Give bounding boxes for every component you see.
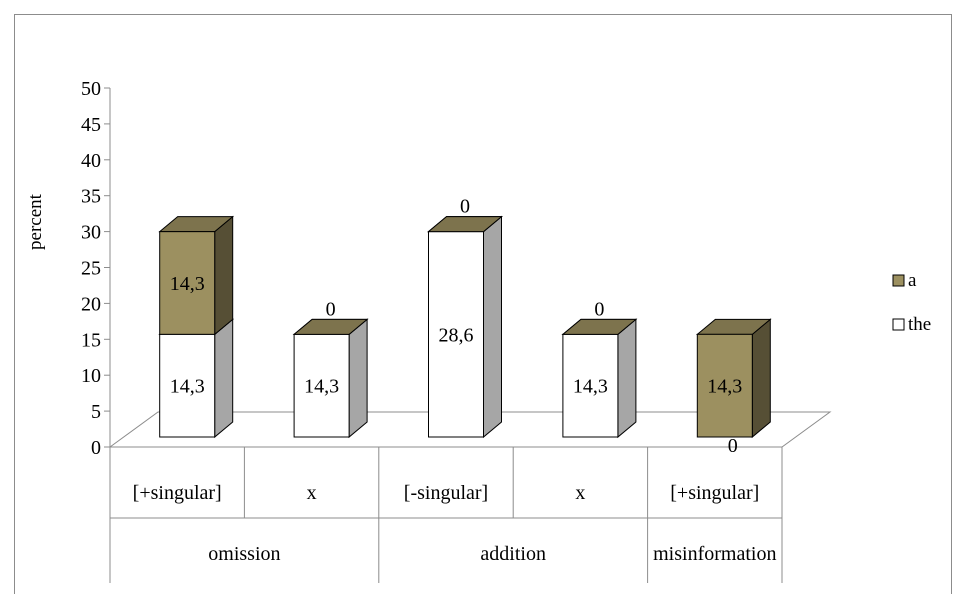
y-tick-label: 40 xyxy=(81,150,101,172)
x-group-label: addition xyxy=(480,543,546,565)
data-label-a: 0 xyxy=(326,298,336,320)
bar-the-front xyxy=(428,231,484,438)
bar-a xyxy=(158,215,235,336)
x-tick-label: [-singular] xyxy=(404,482,488,504)
bar-a xyxy=(695,318,772,439)
bar-a-front xyxy=(696,333,753,438)
axis-layer: 0 5 10 15 20 25 30 35 40 45 50 percent [+singular] x [… xyxy=(25,78,783,583)
y-tick-label: 5 xyxy=(91,401,101,423)
bar-the-side xyxy=(617,318,637,439)
y-tick-label: 25 xyxy=(81,258,101,280)
legend-label-the: the xyxy=(908,314,931,335)
bar-the-front xyxy=(562,333,619,438)
bar-the-front xyxy=(159,333,216,438)
y-tick-label: 20 xyxy=(81,293,101,315)
legend-swatch-the xyxy=(892,318,905,331)
y-tick-label: 0 xyxy=(91,437,101,459)
y-tick-label: 35 xyxy=(81,186,101,208)
floor-layer xyxy=(108,411,832,448)
y-axis-label: percent xyxy=(25,193,46,250)
x-tick-label: [+singular] xyxy=(133,482,222,504)
bar-the-side xyxy=(214,318,234,439)
data-label-a: 14,3 xyxy=(707,376,742,398)
bar-a-side xyxy=(214,215,234,336)
data-label-the: 14,3 xyxy=(304,376,339,398)
bar-the xyxy=(427,215,503,439)
legend-layer: a the xyxy=(892,270,931,335)
legend-swatch-a xyxy=(892,274,905,287)
data-label-the: 14,3 xyxy=(573,376,608,398)
bars-layer xyxy=(158,215,772,439)
data-label-a: 14,3 xyxy=(170,273,205,295)
x-group-label: misinformation xyxy=(653,543,776,565)
y-tick-label: 30 xyxy=(81,222,101,244)
x-tick-label: x xyxy=(307,482,317,504)
bar-a-front xyxy=(159,231,216,335)
data-label-a: 0 xyxy=(460,196,470,218)
data-label-the: 0 xyxy=(728,435,738,457)
y-tick-label: 10 xyxy=(81,365,101,387)
bar-the-side xyxy=(348,318,368,439)
bar-a-side xyxy=(751,318,771,439)
data-label-a: 0 xyxy=(594,298,604,320)
data-label-the: 14,3 xyxy=(170,376,205,398)
bar-the-side xyxy=(483,215,502,439)
x-group-label: omission xyxy=(208,543,280,565)
bar-a-zero-cap xyxy=(561,318,638,335)
x-tick-label: [+singular] xyxy=(670,482,759,504)
bar-a-zero-cap xyxy=(292,318,369,335)
y-tick-label: 45 xyxy=(81,114,101,136)
floor-plane xyxy=(108,411,832,448)
chart-frame xyxy=(14,14,952,594)
labels-layer: 14,3 14,3 14,3 0 28,6 0 14,3 0 14,3 0 xyxy=(170,196,743,457)
x-tick-label: x xyxy=(575,482,585,504)
legend-label-a: a xyxy=(908,270,917,291)
y-tick-label: 50 xyxy=(81,78,101,100)
y-tick-label: 15 xyxy=(81,329,101,351)
bar-a-zero-cap xyxy=(427,216,503,233)
data-label-the: 28,6 xyxy=(439,324,474,346)
